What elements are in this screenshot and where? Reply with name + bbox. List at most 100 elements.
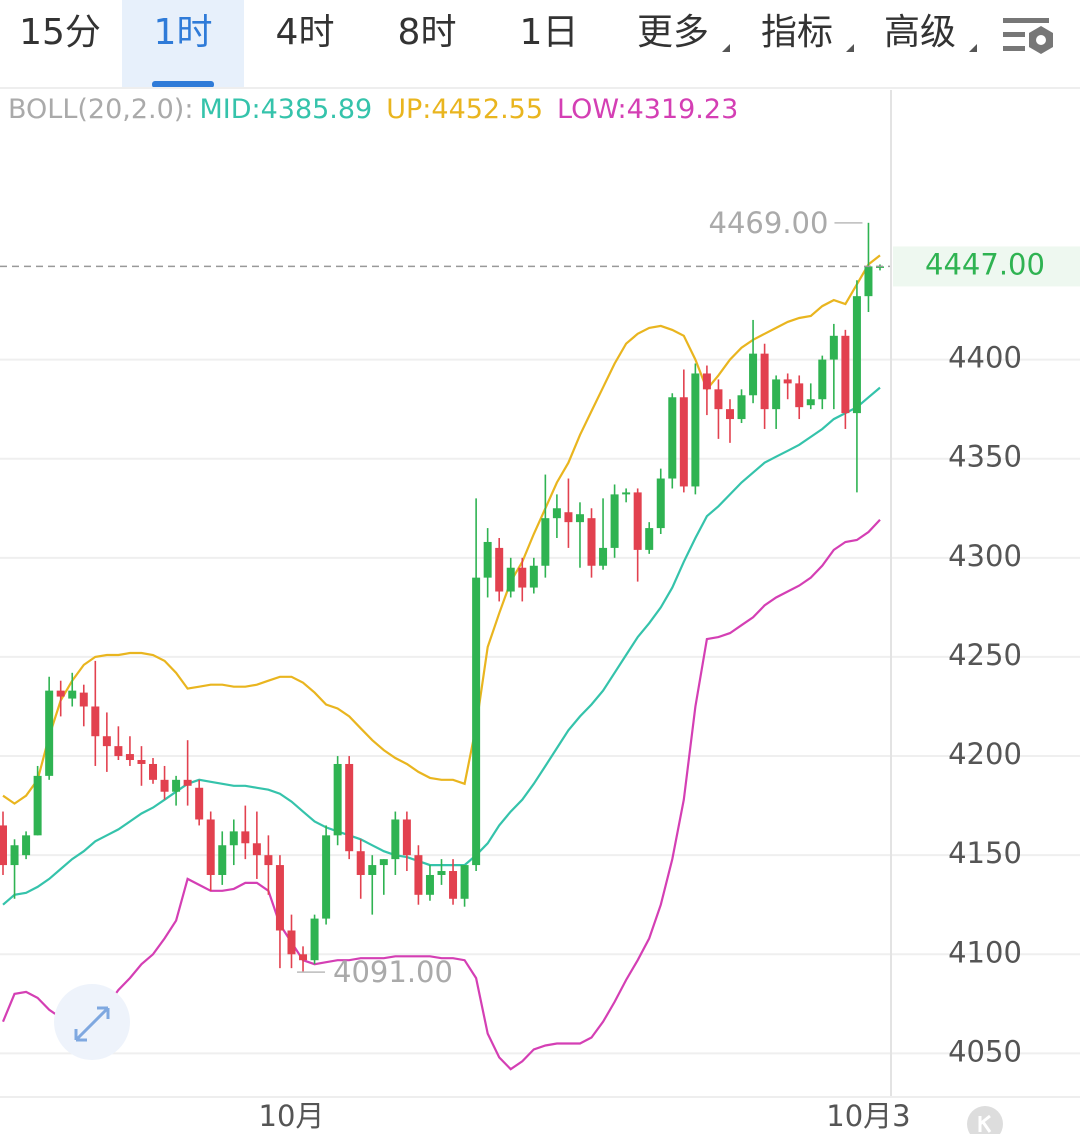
candle-body [806,399,815,406]
candle-body [599,547,608,566]
candle-body [45,690,54,776]
candle-body [575,514,584,523]
candle-body [252,843,261,856]
candle-body [460,865,469,899]
tab-label[interactable]: 1日 [520,12,579,53]
x-tick-label: 10月3 [826,1099,910,1133]
candle-body [160,779,169,792]
candle-body [172,779,181,792]
candle-body [264,855,273,866]
candle-body [829,335,838,360]
tab-label[interactable]: 指标 [761,12,833,53]
candle-body [702,373,711,390]
band-line [2,254,881,805]
candle-body [275,865,284,931]
kline-button[interactable] [967,1106,1003,1134]
candle-body [552,508,561,519]
y-tick-label: 4250 [948,638,1022,672]
x-tick-label: 10月 [259,1099,325,1133]
candle-body [864,266,873,297]
candle-body [125,754,134,761]
candle-body [679,397,688,487]
candle-body [622,492,631,495]
candle-body [149,763,158,780]
candle-body [391,819,400,860]
candle-body [795,383,804,408]
settings-icon[interactable] [1003,18,1053,54]
candle-body [91,706,100,737]
candle-body [483,541,492,578]
y-tick-label: 4150 [948,836,1022,870]
candle-body [402,819,411,856]
legend: BOLL(20,2.0): MID:4385.89 UP:4452.55 LOW:43… [8,94,738,125]
expand-icon [74,1006,110,1042]
candle-body [852,296,861,414]
candle-body [691,373,700,487]
candle-body [183,779,192,786]
annotation-label: 4091.00 [333,955,453,989]
tab-label[interactable]: 更多 [637,12,709,53]
candle-body [760,353,769,410]
candle-body [518,567,527,588]
candle-body [495,547,504,592]
candle-body [33,775,42,836]
candle-body [241,831,250,844]
candle-body [195,787,204,820]
y-tick-label: 4300 [948,539,1022,573]
tab-label[interactable]: 4时 [276,12,335,53]
expand-button[interactable] [54,984,130,1060]
candle-body [783,379,792,384]
candle-body [56,690,65,697]
icon-bar [1003,18,1049,23]
candle-body [414,855,423,895]
band-line [1,518,881,1071]
candle-body [379,859,388,866]
active-tab-bg [122,0,244,88]
y-tick-label: 4050 [948,1034,1022,1068]
candle-body [714,389,723,410]
tab-label[interactable]: 高级 [884,12,956,53]
candle-body [356,851,365,875]
candle-body [772,379,781,410]
legend-item: LOW:4319.23 [557,94,738,125]
icon-bar [1003,32,1025,37]
annotation-label: 4469.00 [709,206,829,240]
candle-body [345,763,354,852]
candle-body [749,353,758,396]
candle-body [737,395,746,420]
y-tick-label: 4400 [948,341,1022,375]
y-tick-label: 4200 [948,737,1022,771]
candle-body [310,918,319,961]
last-price-box [893,246,1080,287]
candle-body [725,409,734,420]
tab-label[interactable]: 15分 [19,12,101,53]
candle-body [472,577,481,866]
tab-label[interactable]: 8时 [398,12,457,53]
candle-body [541,518,550,566]
candle-body [449,871,458,899]
candle-body [841,335,850,414]
candle-body [333,763,342,836]
candle-body [656,478,665,529]
candle-body [206,819,215,875]
active-tab-indicator [152,81,214,88]
icon-bar [1003,46,1025,51]
candle-body [10,845,19,866]
candle-body [114,746,123,757]
candle-body [287,930,296,955]
candle-body [299,954,308,961]
candle-body [218,845,227,875]
legend-item: UP:4452.55 [386,94,543,125]
dropdown-caret [969,44,977,52]
plot: 4050 4100 4150 4200 4250 4300 4350 4400 10月 10月3 4… [0,206,1080,1133]
candle-body [818,359,827,400]
candle-body [610,494,619,548]
tab-label[interactable]: 1时 [154,12,213,53]
candle-body [102,736,111,747]
candle-body [564,512,573,523]
candle-body [368,865,377,875]
candle-body [645,528,654,550]
